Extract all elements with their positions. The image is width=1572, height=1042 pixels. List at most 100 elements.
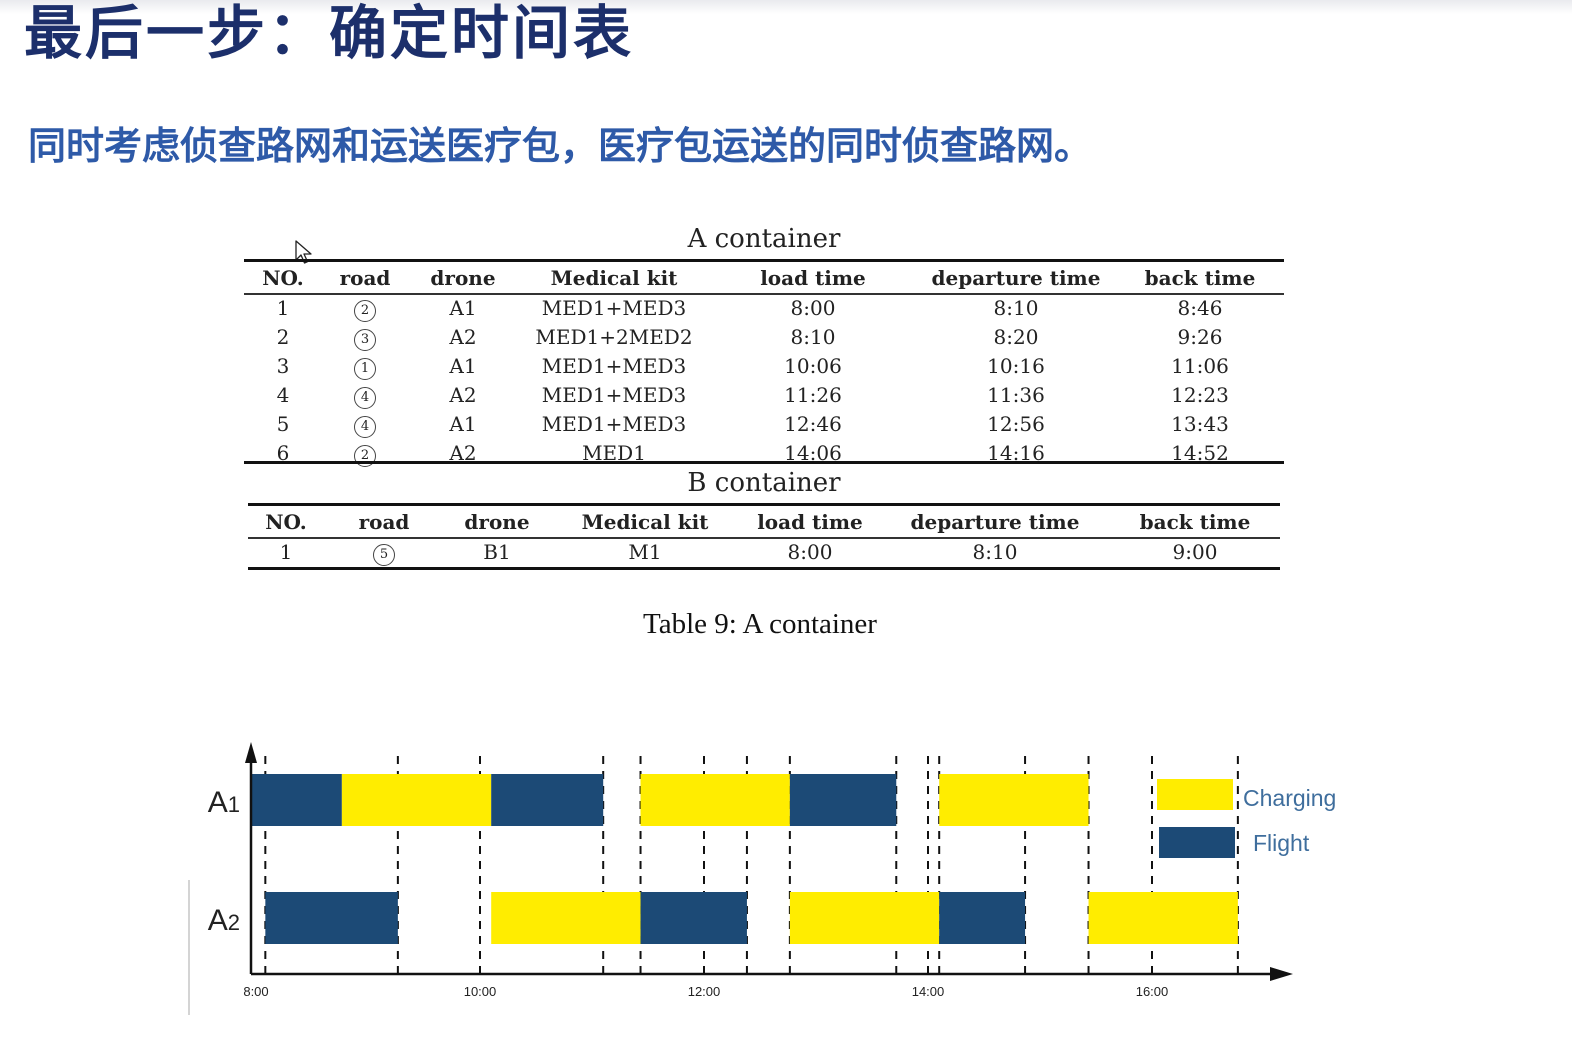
table-b-bottom-rule: [248, 567, 1280, 570]
cell-road: 2: [322, 438, 408, 467]
col-header-back-time: back time: [1144, 266, 1256, 290]
col-header-medical-kit: Medical kit: [550, 266, 678, 290]
x-tick-label: 16:00: [1136, 984, 1169, 999]
cell-medical-kit: MED1+MED3: [541, 411, 687, 436]
col-header-no: NO.: [262, 266, 304, 290]
cell-no: 4: [276, 382, 290, 407]
gantt-bar-a1-charging: [640, 774, 790, 826]
gantt-bar-a2-flight: [939, 892, 1026, 944]
cell-drone: A1: [449, 295, 477, 320]
cell-road: 5: [324, 537, 444, 566]
road-number-badge: 3: [354, 329, 376, 351]
col-header-load-time: load time: [757, 510, 863, 534]
legend-label-charging: Charging: [1243, 785, 1336, 811]
table-row: 2 3 A2 MED1+2MED2 8:10 8:20 9:26: [244, 322, 1284, 351]
cell-back-time: 8:46: [1177, 295, 1223, 320]
cell-back-time: 14:52: [1171, 440, 1229, 465]
cell-load-time: 8:00: [790, 295, 836, 320]
slide-subtitle: 同时考虑侦查路网和运送医疗包，医疗包运送的同时侦查路网。: [28, 124, 1093, 168]
cell-drone: A1: [449, 353, 477, 378]
gantt-bar-a2-charging: [789, 892, 940, 944]
cell-departure-time: 8:10: [972, 539, 1018, 564]
gantt-bar-a2-charging: [491, 892, 641, 944]
cell-drone: A2: [449, 324, 477, 349]
table-a-header-row: NO. road drone Medical kit load time dep…: [244, 263, 1284, 293]
col-header-departure-time: departure time: [931, 266, 1101, 290]
cell-load-time: 8:00: [787, 539, 833, 564]
y-axis-arrow-icon: [245, 742, 257, 763]
col-header-drone: drone: [464, 510, 530, 534]
table-row: 4 4 A2 MED1+MED3 11:26 11:36 12:23: [244, 380, 1284, 409]
table-a-caption: A container: [687, 224, 841, 254]
cell-load-time: 12:46: [784, 411, 842, 436]
table-row: 3 1 A1 MED1+MED3 10:06 10:16 11:06: [244, 351, 1284, 380]
cell-medical-kit: MED1+MED3: [541, 382, 687, 407]
table-a-bottom-rule: [244, 461, 1284, 464]
cell-no: 3: [276, 353, 290, 378]
cell-back-time: 9:26: [1177, 324, 1223, 349]
cell-departure-time: 14:16: [987, 440, 1045, 465]
cell-medical-kit: MED1: [582, 440, 646, 465]
cell-road: 2: [322, 293, 408, 322]
cell-no: 6: [276, 440, 290, 465]
col-header-load-time: load time: [760, 266, 866, 290]
road-number-badge: 4: [354, 387, 376, 409]
cell-drone: A2: [449, 440, 477, 465]
road-number-badge: 4: [354, 416, 376, 438]
cell-road: 3: [322, 322, 408, 351]
table-row: 5 4 A1 MED1+MED3 12:46 12:56 13:43: [244, 409, 1284, 438]
legend-swatch-flight: [1159, 827, 1235, 858]
slide-title: 最后一步：确定时间表: [24, 0, 635, 67]
gantt-bar-a2-flight: [265, 892, 398, 944]
col-header-no: NO.: [265, 510, 307, 534]
row-label: A1: [208, 786, 240, 819]
cell-departure-time: 8:20: [993, 324, 1039, 349]
cell-no: 1: [279, 539, 293, 564]
table-b-top-rule: [248, 503, 1280, 506]
cell-medical-kit: M1: [628, 539, 662, 564]
cell-no: 5: [276, 411, 290, 436]
gantt-bar-a1-charging: [341, 774, 492, 826]
road-number-badge: 2: [354, 445, 376, 467]
col-header-medical-kit: Medical kit: [581, 510, 709, 534]
cell-back-time: 11:06: [1171, 353, 1229, 378]
cell-departure-time: 11:36: [987, 382, 1045, 407]
gantt-bar-a1-flight: [491, 774, 604, 826]
cell-back-time: 9:00: [1172, 539, 1218, 564]
table-b-caption: B container: [687, 468, 841, 498]
x-tick-label: 12:00: [688, 984, 721, 999]
table-b: NO. road drone Medical kit load time dep…: [248, 507, 1280, 566]
cell-drone: A2: [449, 382, 477, 407]
cell-departure-time: 10:16: [987, 353, 1045, 378]
table-b-mid-rule: [248, 537, 1280, 539]
table-b-header-row: NO. road drone Medical kit load time dep…: [248, 507, 1280, 537]
table-row: 1 2 A1 MED1+MED3 8:00 8:10 8:46: [244, 293, 1284, 322]
cell-road: 1: [322, 351, 408, 380]
table-row: 6 2 A2 MED1 14:06 14:16 14:52: [244, 438, 1284, 467]
table-a: NO. road drone Medical kit load time dep…: [244, 263, 1284, 467]
col-header-back-time: back time: [1139, 510, 1251, 534]
cell-road: 4: [322, 380, 408, 409]
road-number-badge: 5: [373, 544, 395, 566]
cell-drone: A1: [449, 411, 477, 436]
cell-road: 4: [322, 409, 408, 438]
col-header-departure-time: departure time: [910, 510, 1080, 534]
cell-medical-kit: MED1+MED3: [541, 295, 687, 320]
gantt-bar-a1-charging: [939, 774, 1089, 826]
cell-drone: B1: [483, 539, 511, 564]
cell-load-time: 8:10: [790, 324, 836, 349]
x-tick-label: 14:00: [912, 984, 945, 999]
road-number-badge: 2: [354, 300, 376, 322]
cell-load-time: 10:06: [784, 353, 842, 378]
table-a-mid-rule: [244, 293, 1284, 295]
cell-medical-kit: MED1+2MED2: [535, 324, 693, 349]
x-axis-arrow-icon: [1270, 967, 1293, 981]
cell-departure-time: 12:56: [987, 411, 1045, 436]
cell-no: 2: [276, 324, 290, 349]
cell-departure-time: 8:10: [993, 295, 1039, 320]
cell-back-time: 12:23: [1171, 382, 1229, 407]
cell-load-time: 11:26: [784, 382, 842, 407]
col-header-road: road: [339, 266, 391, 290]
table-a-top-rule: [244, 259, 1284, 262]
